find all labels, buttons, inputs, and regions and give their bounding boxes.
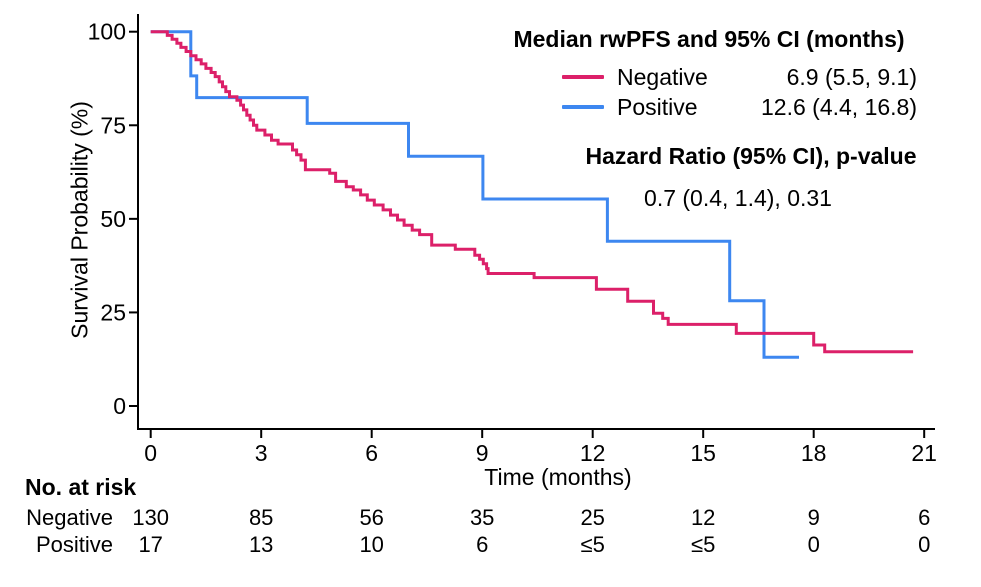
x-tick-label: 21 (911, 440, 937, 466)
legend-value-negative: 6.9 (5.5, 9.1) (786, 63, 917, 90)
x-tick-label: 6 (365, 440, 378, 466)
x-tick-label: 12 (580, 440, 606, 466)
y-tick-label: 25 (100, 299, 126, 325)
risk-count: 130 (132, 505, 170, 530)
risk-row-label-negative: Negative (26, 505, 113, 530)
survival-curve-negative (150, 30, 914, 354)
y-tick-label: 75 (100, 112, 126, 138)
risk-count: 17 (138, 532, 163, 557)
x-tick-label: 0 (144, 440, 157, 466)
legend-title: Median rwPFS and 95% CI (months) (513, 26, 905, 52)
risk-count: 6 (476, 532, 489, 557)
positive-line-swatch (562, 105, 604, 109)
risk-count: 9 (807, 505, 820, 530)
hazard-ratio-title: Hazard Ratio (95% CI), p-value (585, 143, 917, 169)
risk-count: 25 (580, 505, 605, 530)
hazard-ratio-value: 0.7 (0.4, 1.4), 0.31 (644, 185, 832, 211)
y-tick-label: 0 (113, 393, 126, 419)
legend-value-positive: 12.6 (4.4, 16.8) (761, 93, 917, 120)
risk-count: ≤5 (691, 532, 716, 557)
legend-label-negative: Negative (617, 63, 708, 90)
risk-count: 12 (690, 505, 716, 530)
risk-count: 35 (469, 505, 495, 530)
legend-entry-positive: Positive 12.6 (4.4, 16.8) (562, 94, 917, 120)
y-tick-label: 100 (88, 19, 126, 45)
x-tick-label: 3 (255, 440, 268, 466)
risk-count: 85 (248, 505, 274, 530)
risk-count: 0 (807, 532, 820, 557)
risk-count: 56 (359, 505, 384, 530)
risk-count: 0 (918, 532, 931, 557)
legend-label-positive: Positive (617, 93, 698, 120)
risk-table-title: No. at risk (25, 474, 137, 500)
x-tick-label: 18 (801, 440, 827, 466)
negative-line-swatch (562, 75, 604, 79)
x-tick-label: 9 (476, 440, 489, 466)
y-axis-title: Survival Probability (%) (66, 101, 93, 339)
legend-entry-negative: Negative 6.9 (5.5, 9.1) (562, 64, 917, 90)
risk-count: 13 (248, 532, 274, 557)
risk-count: ≤5 (580, 532, 605, 557)
y-tick-label: 50 (100, 206, 126, 232)
risk-row-label-positive: Positive (35, 532, 113, 557)
x-tick-label: 15 (690, 440, 716, 466)
x-axis-title: Time (months) (484, 464, 632, 490)
risk-count: 6 (918, 505, 931, 530)
survival-curve-positive (150, 30, 799, 359)
risk-count: 10 (359, 532, 384, 557)
